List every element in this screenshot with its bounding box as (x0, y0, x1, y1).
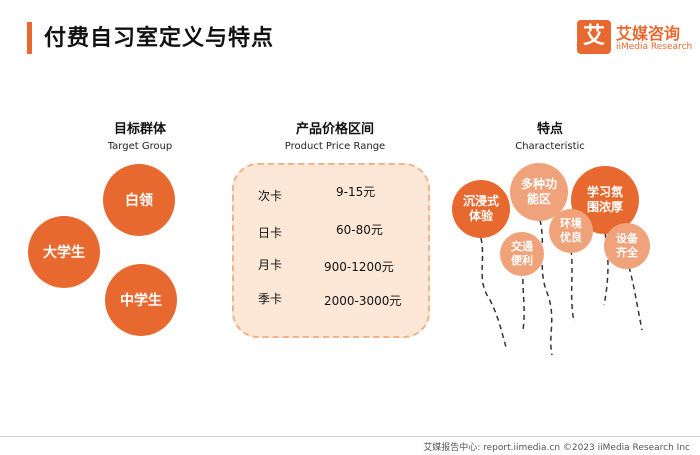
footer-divider (0, 436, 700, 437)
target-middle-school-student: 中学生 (105, 264, 177, 336)
balloon-string-atmosphere (603, 232, 609, 306)
balloon-functional-line1: 多种功 (520, 177, 557, 191)
balloon-string-equipment (628, 266, 643, 331)
characteristic-header: 特点 Characteristic (505, 118, 595, 152)
target-white-collar: 白领 (103, 164, 175, 236)
price-range-header: 产品价格区间 Product Price Range (270, 118, 400, 152)
price-label-month: 月卡 (258, 258, 283, 272)
balloon-transport-line1: 交通 (511, 240, 533, 253)
price-value-quarter: 2000-3000元 (324, 294, 402, 308)
balloon-atmosphere-line1: 学习氛 (586, 185, 623, 199)
characteristic-title: 特点 (536, 122, 563, 137)
balloon-string-transport (522, 269, 525, 331)
footer-source: 艾媒报告中心: report.iimedia.cn ©2023 iiMedia … (423, 443, 690, 453)
logo-name-cn: 艾媒咨询 (616, 24, 681, 43)
balloon-environment-line1: 环境 (560, 217, 582, 230)
balloon-immersive-line1: 沉浸式 (462, 194, 499, 208)
balloon-functional-areas: 多种功 能区 (510, 163, 568, 221)
balloon-equipment: 设备 齐全 (604, 223, 650, 269)
target-group-title: 目标群体 (113, 122, 166, 137)
balloon-string-functional (539, 219, 553, 356)
price-value-month: 900-1200元 (324, 260, 394, 274)
balloon-transport-line2: 便利 (511, 254, 533, 267)
target-college-student: 大学生 (28, 216, 100, 288)
balloon-atmosphere-line2: 围浓厚 (586, 200, 623, 214)
price-range-title: 产品价格区间 (295, 122, 374, 137)
target-group-subtitle: Target Group (107, 141, 173, 152)
balloon-immersive-line2: 体验 (468, 209, 493, 223)
balloon-equipment-line2: 齐全 (616, 246, 638, 259)
price-range-subtitle: Product Price Range (284, 141, 386, 152)
balloon-transport: 交通 便利 (500, 232, 544, 276)
price-label-day: 日卡 (258, 226, 283, 240)
balloon-string-immersive (480, 237, 508, 351)
balloon-immersive: 沉浸式 体验 (452, 180, 510, 238)
price-range-box: 次卡 9-15元 日卡 60-80元 月卡 900-1200元 季卡 2000-… (232, 163, 430, 338)
price-label-single: 次卡 (258, 189, 283, 203)
price-label-quarter: 季卡 (258, 292, 283, 306)
balloon-string-environment (570, 249, 575, 323)
balloon-functional-line2: 能区 (526, 192, 551, 206)
logo-name-en: iiMedia Research (616, 42, 693, 52)
logo-mark: 艾 (577, 20, 611, 54)
iimedia-logo: 艾 艾媒咨询 iiMedia Research (577, 18, 697, 58)
balloon-equipment-line1: 设备 (616, 232, 638, 245)
price-value-single: 9-15元 (336, 185, 376, 199)
characteristic-subtitle: Characteristic (515, 141, 585, 152)
target-group-header: 目标群体 Target Group (95, 118, 185, 152)
balloon-environment: 环境 优良 (549, 209, 593, 253)
page-title: 付费自习室定义与特点 (44, 26, 275, 51)
balloon-environment-line2: 优良 (560, 231, 582, 244)
price-value-day: 60-80元 (336, 223, 383, 237)
title-accent-bar (27, 22, 32, 54)
